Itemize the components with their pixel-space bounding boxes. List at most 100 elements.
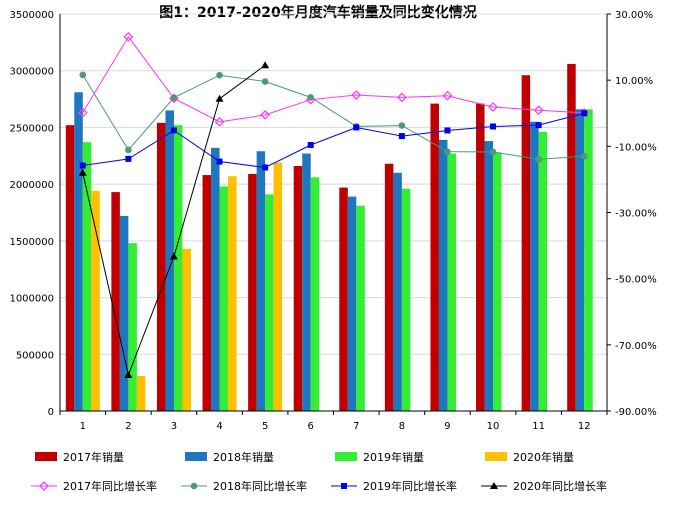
y-tick-label: 3000000 [9, 67, 54, 78]
x-tick-label: 2 [125, 421, 131, 432]
bar [438, 139, 448, 412]
point [444, 148, 451, 155]
bar [521, 75, 531, 411]
bar [401, 188, 411, 411]
legend-swatch [35, 452, 57, 461]
x-tick-label: 12 [578, 421, 591, 432]
point [170, 94, 178, 102]
bar [476, 103, 485, 411]
y-tick-label: 0 [48, 407, 54, 418]
bar [228, 176, 237, 411]
point [581, 110, 588, 117]
bar [393, 172, 402, 411]
y-tick-label: 500000 [16, 350, 54, 361]
legend-label: 2020年销量 [513, 450, 574, 464]
x-tick-label: 10 [487, 421, 500, 432]
bar [339, 187, 348, 411]
bar [156, 122, 166, 412]
legend-label: 2017年销量 [63, 450, 124, 464]
point [214, 117, 225, 127]
point [262, 164, 269, 171]
legend-label: 2017年同比增长率 [63, 479, 157, 493]
bar [484, 141, 494, 412]
point [442, 90, 453, 101]
point [307, 94, 315, 101]
series-line [82, 35, 585, 123]
legend-swatch [335, 452, 357, 461]
y2-tick-label: -90.00% [615, 407, 657, 418]
axes-group: 0 500000 1000000 1500000 2000000 2500000 30000… [9, 10, 656, 432]
bar [111, 192, 120, 411]
bar [302, 153, 311, 411]
bar [119, 215, 129, 411]
legend-label: 2018年同比增长率 [213, 479, 307, 493]
bar [219, 186, 229, 411]
y-tick-label: 3500000 [9, 10, 54, 21]
series-line [82, 74, 585, 160]
bar [128, 243, 137, 411]
bar [575, 109, 585, 411]
chart-title: 图1：2017-2020年月度汽车销量及同比变化情况 [159, 4, 476, 21]
bars-group [65, 63, 593, 412]
y2-tick-label: -10.00% [615, 142, 657, 153]
y-tick-label: 2500000 [9, 123, 54, 134]
bar [447, 153, 456, 411]
point [39, 481, 49, 491]
legend: 2017年销量 2018年销量 2019年销量 2020年销量 2017年同比增长率 20… [31, 450, 607, 493]
bar [356, 205, 365, 411]
point [215, 94, 224, 102]
bar [256, 151, 266, 411]
point [341, 483, 347, 489]
legend-label: 2020年同比增长率 [513, 479, 607, 493]
point [125, 146, 132, 154]
y-tick-label: 2000000 [9, 180, 54, 191]
legend-label: 2018年销量 [213, 450, 274, 464]
point [398, 133, 405, 140]
point [533, 105, 544, 116]
point [125, 155, 132, 162]
y2-tick-label: -70.00% [615, 341, 657, 352]
bar [384, 163, 394, 411]
x-tick-label: 8 [399, 421, 405, 432]
point [580, 152, 588, 160]
x-tick-label: 6 [308, 421, 314, 432]
bar [530, 121, 539, 411]
grid-lines [60, 13, 607, 412]
bar [347, 196, 357, 411]
point [78, 168, 87, 176]
point [77, 107, 88, 118]
bar [248, 173, 257, 411]
point [124, 370, 133, 378]
point [353, 124, 360, 131]
point [169, 252, 178, 260]
x-tick-label: 3 [171, 421, 177, 432]
point [489, 148, 497, 156]
x-tick-label: 9 [444, 421, 450, 432]
point [535, 155, 542, 163]
y2-tick-label: 10.00% [615, 76, 653, 87]
bar [182, 248, 191, 411]
x-tick-label: 1 [80, 421, 86, 432]
bar [136, 375, 146, 411]
bar [82, 142, 92, 411]
point [535, 122, 542, 129]
bar [202, 175, 212, 411]
point [261, 61, 270, 69]
y2-tick-label: 30.00% [615, 10, 653, 21]
y2-tick-label: -30.00% [615, 209, 657, 220]
bar [493, 152, 502, 411]
point [490, 123, 497, 130]
x-tick-label: 4 [216, 421, 222, 432]
point [123, 31, 134, 42]
point [397, 92, 407, 103]
bar [65, 125, 75, 411]
bar [430, 103, 439, 411]
series-line [82, 112, 585, 169]
legend-swatch [185, 452, 207, 461]
point [79, 162, 86, 169]
bar [273, 162, 283, 411]
y-tick-label: 1000000 [9, 294, 54, 305]
bar [265, 194, 274, 411]
